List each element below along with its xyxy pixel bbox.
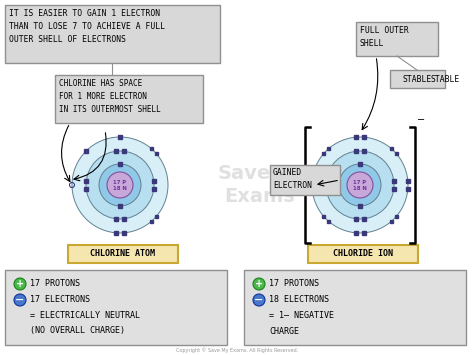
Bar	[149, 220, 153, 223]
Circle shape	[86, 151, 154, 219]
Text: −: −	[255, 295, 264, 305]
Text: −: −	[417, 115, 425, 125]
Bar	[84, 187, 88, 191]
Text: STABLE: STABLE	[430, 75, 460, 83]
Bar	[122, 231, 126, 235]
Bar	[155, 214, 158, 218]
Circle shape	[326, 151, 394, 219]
FancyBboxPatch shape	[68, 245, 178, 263]
Circle shape	[312, 137, 408, 233]
Text: FULL OUTER
SHELL: FULL OUTER SHELL	[360, 26, 409, 48]
Text: 17 ELECTRONS: 17 ELECTRONS	[30, 295, 90, 305]
Text: 17 P: 17 P	[354, 180, 366, 185]
Bar	[406, 187, 410, 191]
Bar	[355, 231, 358, 235]
Bar	[327, 220, 330, 223]
Circle shape	[14, 294, 26, 306]
Text: = ELECTRICALLY NEUTRAL: = ELECTRICALLY NEUTRAL	[30, 311, 140, 321]
FancyBboxPatch shape	[55, 75, 203, 123]
Text: IT IS EASIER TO GAIN 1 ELECTRON
THAN TO LOSE 7 TO ACHIEVE A FULL
OUTER SHELL OF : IT IS EASIER TO GAIN 1 ELECTRON THAN TO …	[9, 9, 165, 44]
Bar	[152, 179, 156, 183]
FancyBboxPatch shape	[356, 22, 438, 56]
Circle shape	[339, 164, 381, 206]
Bar	[390, 220, 393, 223]
Bar	[390, 147, 393, 150]
Circle shape	[253, 294, 265, 306]
Bar	[310, 187, 314, 191]
Bar	[122, 217, 126, 221]
Bar	[392, 179, 396, 183]
Text: SaveMy
Exams: SaveMy Exams	[217, 164, 303, 206]
Circle shape	[99, 164, 141, 206]
Text: +: +	[16, 279, 24, 289]
Text: STABLE: STABLE	[402, 75, 432, 83]
FancyBboxPatch shape	[5, 5, 220, 63]
Bar	[310, 179, 314, 183]
Text: Copyright © Save My Exams. All Rights Reserved.: Copyright © Save My Exams. All Rights Re…	[176, 347, 298, 353]
Bar	[355, 217, 358, 221]
Bar	[327, 147, 330, 150]
Bar	[149, 147, 153, 150]
Bar	[324, 179, 328, 183]
Bar	[355, 149, 358, 153]
Circle shape	[107, 172, 133, 198]
Text: CHLORIDE ION: CHLORIDE ION	[333, 250, 393, 258]
Bar	[152, 187, 156, 191]
Text: +: +	[255, 279, 263, 289]
Bar	[362, 149, 365, 153]
Text: CHARGE: CHARGE	[269, 327, 299, 335]
Text: GAINED
ELECTRON: GAINED ELECTRON	[273, 168, 312, 190]
Bar	[392, 187, 396, 191]
Bar	[118, 204, 122, 208]
Bar	[362, 135, 365, 139]
Bar	[395, 152, 398, 155]
Bar	[155, 152, 158, 155]
Text: 18 N: 18 N	[113, 186, 127, 191]
Circle shape	[308, 181, 316, 189]
Bar	[406, 179, 410, 183]
FancyBboxPatch shape	[308, 245, 418, 263]
Bar	[322, 214, 325, 218]
Bar	[114, 149, 118, 153]
Bar	[362, 217, 365, 221]
Bar	[118, 162, 122, 166]
Bar	[358, 204, 362, 208]
Bar	[118, 135, 122, 139]
Text: 17 PROTONS: 17 PROTONS	[269, 279, 319, 289]
Bar	[324, 187, 328, 191]
Bar	[358, 162, 362, 166]
Bar	[84, 179, 88, 183]
Text: 18 N: 18 N	[353, 186, 367, 191]
Bar	[114, 217, 118, 221]
Circle shape	[347, 172, 373, 198]
Bar	[362, 231, 365, 235]
FancyBboxPatch shape	[270, 165, 340, 195]
Bar	[84, 149, 88, 153]
Text: −: −	[15, 295, 25, 305]
Text: CHLORINE HAS SPACE
FOR 1 MORE ELECTRON
IN ITS OUTERMOST SHELL: CHLORINE HAS SPACE FOR 1 MORE ELECTRON I…	[59, 79, 161, 114]
Circle shape	[253, 278, 265, 290]
Bar	[395, 214, 398, 218]
Bar	[322, 152, 325, 155]
Text: = 1– NEGATIVE: = 1– NEGATIVE	[269, 311, 334, 321]
Bar	[114, 231, 118, 235]
Text: 18 ELECTRONS: 18 ELECTRONS	[269, 295, 329, 305]
FancyBboxPatch shape	[244, 270, 466, 345]
FancyBboxPatch shape	[5, 270, 227, 345]
Circle shape	[72, 137, 168, 233]
Bar	[355, 135, 358, 139]
Text: 17 PROTONS: 17 PROTONS	[30, 279, 80, 289]
Bar	[122, 149, 126, 153]
Text: (NO OVERALL CHARGE): (NO OVERALL CHARGE)	[30, 327, 125, 335]
Text: 17 P: 17 P	[113, 180, 127, 185]
FancyBboxPatch shape	[390, 70, 445, 88]
Text: CHLORINE ATOM: CHLORINE ATOM	[91, 250, 155, 258]
Circle shape	[14, 278, 26, 290]
